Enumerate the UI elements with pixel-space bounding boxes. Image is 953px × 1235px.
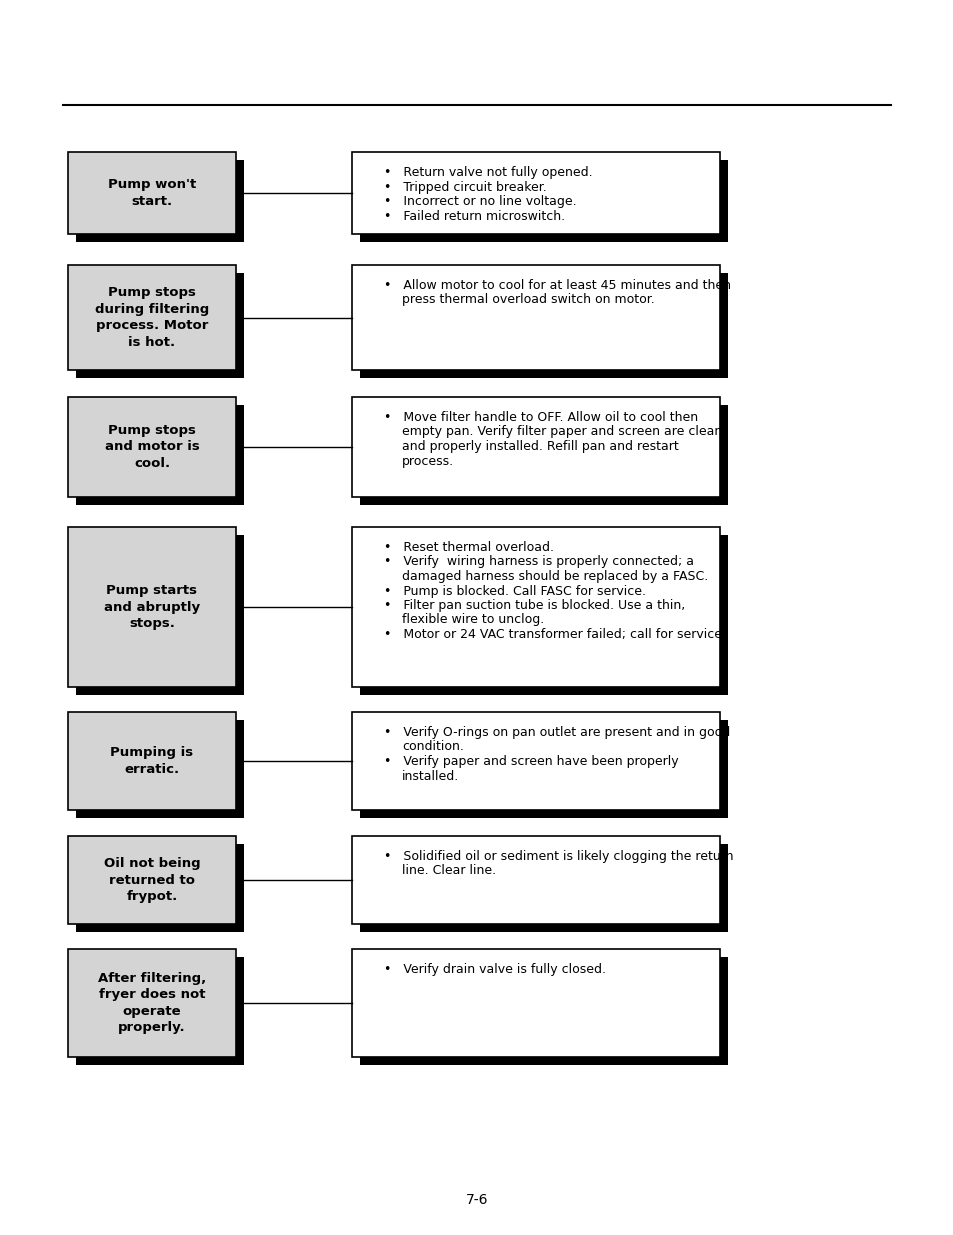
Bar bbox=[352, 948, 720, 1057]
Text: •   Verify drain valve is fully closed.: • Verify drain valve is fully closed. bbox=[384, 963, 605, 976]
Bar bbox=[359, 535, 727, 695]
Bar bbox=[359, 161, 727, 242]
Text: line. Clear line.: line. Clear line. bbox=[401, 864, 496, 878]
Text: •   Solidified oil or sediment is likely clogging the return: • Solidified oil or sediment is likely c… bbox=[384, 850, 733, 863]
Bar bbox=[76, 535, 244, 695]
Text: empty pan. Verify filter paper and screen are clean: empty pan. Verify filter paper and scree… bbox=[401, 426, 721, 438]
Bar bbox=[359, 844, 727, 932]
Text: Pump stops
during filtering
process. Motor
is hot.: Pump stops during filtering process. Mot… bbox=[94, 287, 209, 348]
Text: 7-6: 7-6 bbox=[465, 1193, 488, 1207]
Bar bbox=[359, 273, 727, 378]
Text: After filtering,
fryer does not
operate
properly.: After filtering, fryer does not operate … bbox=[98, 972, 206, 1034]
Text: •   Move filter handle to OFF. Allow oil to cool then: • Move filter handle to OFF. Allow oil t… bbox=[384, 411, 698, 424]
Bar bbox=[352, 836, 720, 924]
Text: •   Verify O-rings on pan outlet are present and in good: • Verify O-rings on pan outlet are prese… bbox=[384, 726, 729, 739]
Bar bbox=[359, 957, 727, 1065]
Text: installed.: installed. bbox=[401, 769, 458, 783]
Text: •   Verify paper and screen have been properly: • Verify paper and screen have been prop… bbox=[384, 755, 678, 768]
Bar bbox=[352, 396, 720, 496]
Bar bbox=[76, 405, 244, 505]
Text: •   Reset thermal overload.: • Reset thermal overload. bbox=[384, 541, 554, 555]
Bar bbox=[352, 152, 720, 233]
Text: •   Verify  wiring harness is properly connected; a: • Verify wiring harness is properly conn… bbox=[384, 556, 693, 568]
Text: Pump stops
and motor is
cool.: Pump stops and motor is cool. bbox=[105, 424, 199, 471]
Bar bbox=[68, 836, 235, 924]
Text: Oil not being
returned to
frypot.: Oil not being returned to frypot. bbox=[104, 857, 200, 903]
Bar bbox=[76, 720, 244, 818]
Bar bbox=[68, 948, 235, 1057]
Text: •   Filter pan suction tube is blocked. Use a thin,: • Filter pan suction tube is blocked. Us… bbox=[384, 599, 684, 613]
Bar bbox=[76, 844, 244, 932]
Bar bbox=[359, 405, 727, 505]
Bar bbox=[352, 527, 720, 687]
Text: Pumping is
erratic.: Pumping is erratic. bbox=[111, 746, 193, 776]
Bar bbox=[76, 957, 244, 1065]
Text: •   Tripped circuit breaker.: • Tripped circuit breaker. bbox=[384, 180, 546, 194]
Text: flexible wire to unclog.: flexible wire to unclog. bbox=[401, 614, 543, 626]
Text: damaged harness should be replaced by a FASC.: damaged harness should be replaced by a … bbox=[401, 571, 707, 583]
Text: •   Failed return microswitch.: • Failed return microswitch. bbox=[384, 210, 564, 222]
Text: •   Incorrect or no line voltage.: • Incorrect or no line voltage. bbox=[384, 195, 576, 207]
Text: Pump won't
start.: Pump won't start. bbox=[108, 178, 196, 207]
Bar bbox=[68, 152, 235, 233]
Bar bbox=[68, 713, 235, 810]
Text: condition.: condition. bbox=[401, 741, 463, 753]
Bar bbox=[68, 266, 235, 370]
Text: press thermal overload switch on motor.: press thermal overload switch on motor. bbox=[401, 294, 654, 306]
Text: •   Return valve not fully opened.: • Return valve not fully opened. bbox=[384, 165, 592, 179]
Text: Pump starts
and abruptly
stops.: Pump starts and abruptly stops. bbox=[104, 584, 200, 630]
Bar bbox=[76, 161, 244, 242]
Bar bbox=[352, 266, 720, 370]
Bar bbox=[76, 273, 244, 378]
Text: •   Allow motor to cool for at least 45 minutes and then: • Allow motor to cool for at least 45 mi… bbox=[384, 279, 730, 291]
Text: process.: process. bbox=[401, 454, 454, 468]
Text: •   Pump is blocked. Call FASC for service.: • Pump is blocked. Call FASC for service… bbox=[384, 584, 645, 598]
Text: •   Motor or 24 VAC transformer failed; call for service.: • Motor or 24 VAC transformer failed; ca… bbox=[384, 629, 725, 641]
Bar bbox=[359, 720, 727, 818]
Bar bbox=[352, 713, 720, 810]
Text: and properly installed. Refill pan and restart: and properly installed. Refill pan and r… bbox=[401, 440, 678, 453]
Bar bbox=[68, 396, 235, 496]
Bar bbox=[68, 527, 235, 687]
